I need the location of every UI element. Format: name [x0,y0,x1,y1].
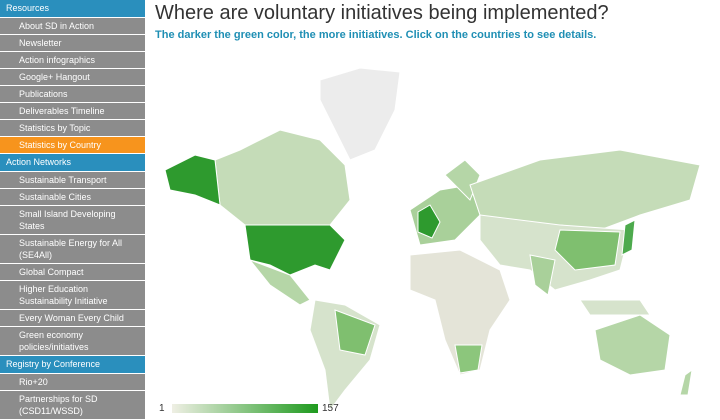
nav-item[interactable]: Action infographics [0,52,145,69]
nav-item[interactable]: Statistics by Topic [0,120,145,137]
legend-max: 157 [322,403,339,414]
nav-item[interactable]: Green economy policies/initiatives [0,327,145,356]
section-header[interactable]: Registry by Conference [0,356,145,374]
country[interactable] [244,224,346,276]
country[interactable] [334,309,376,356]
nav-item[interactable]: Statistics by Country [0,137,145,154]
nav-item[interactable]: Newsletter [0,35,145,52]
country[interactable] [594,314,671,376]
country[interactable] [248,258,311,306]
nav-item[interactable]: Every Woman Every Child [0,310,145,327]
section-header[interactable]: Action Networks [0,154,145,172]
country[interactable] [409,249,511,376]
nav-item[interactable]: Deliverables Timeline [0,103,145,120]
nav-item[interactable]: Rio+20 [0,374,145,391]
legend-min: 1 [159,403,165,414]
section-header[interactable]: Resources [0,0,145,18]
country[interactable] [579,299,651,316]
sidebar: Resources About SD in Action Newsletter Act… [0,0,145,420]
nav-item[interactable]: Sustainable Cities [0,189,145,206]
country[interactable] [417,204,441,239]
country[interactable] [164,154,221,206]
country[interactable] [454,344,483,374]
country[interactable] [679,368,693,396]
nav-item[interactable]: Sustainable Transport [0,172,145,189]
nav-item[interactable]: Sustainable Energy for All (SE4All) [0,235,145,264]
nav-item[interactable]: Publications [0,86,145,103]
nav-item[interactable]: Partnerships for SD (CSD11/WSSD) [0,391,145,420]
nav-item[interactable]: Small Island Developing States [0,206,145,235]
country[interactable] [214,129,351,229]
nav-item[interactable]: Higher Education Sustainability Initiati… [0,281,145,310]
country[interactable] [621,219,636,256]
nav-item[interactable]: About SD in Action [0,18,145,35]
country[interactable] [529,254,556,296]
nav-item[interactable]: Global Compact [0,264,145,281]
legend-gradient [172,404,318,413]
country[interactable] [319,67,401,161]
country[interactable] [554,229,621,271]
page-title: Where are voluntary initiatives being im… [155,2,609,24]
nav-item[interactable]: Google+ Hangout [0,69,145,86]
page-subtitle: The darker the green color, the more ini… [155,29,597,41]
